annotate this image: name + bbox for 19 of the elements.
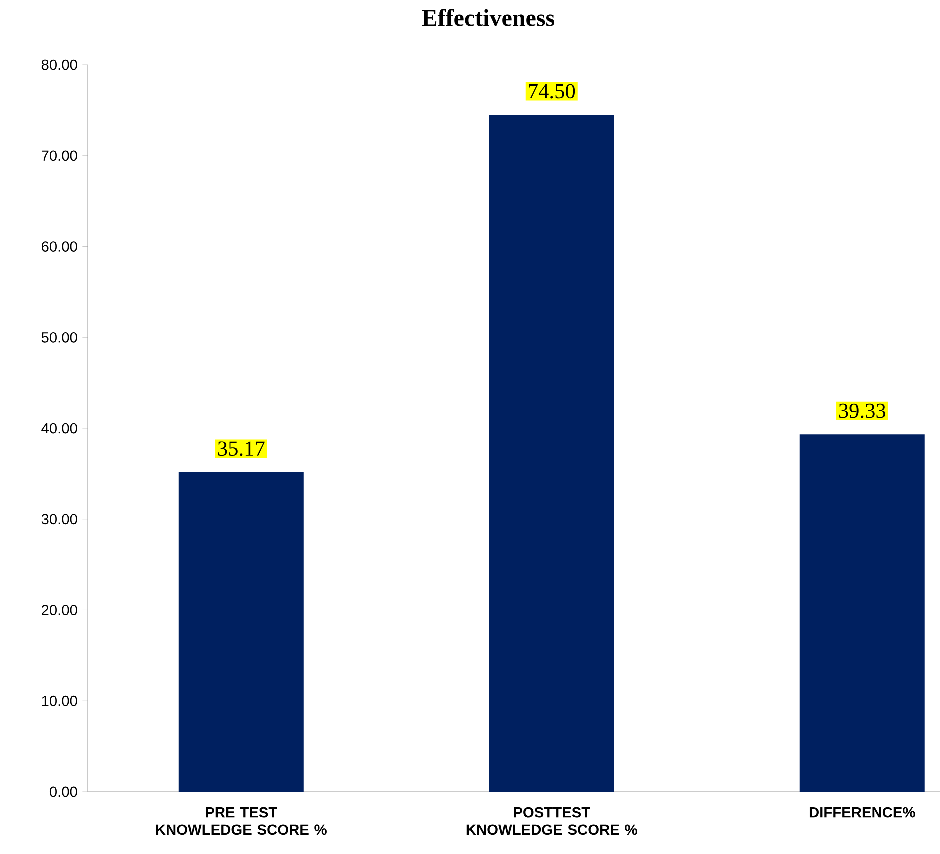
y-tick-label: 80.00	[42, 60, 78, 70]
data-label: 35.17	[218, 442, 265, 456]
y-tick-label: 20.00	[42, 605, 78, 616]
y-tick-label: 70.00	[42, 150, 78, 162]
bar	[489, 114, 614, 792]
y-tick-label: 40.00	[42, 423, 78, 434]
x-tick-label: DIFFERENCE%	[810, 807, 916, 818]
y-tick-label: 60.00	[42, 242, 78, 252]
bar	[800, 434, 925, 792]
data-label: 39.33	[839, 404, 886, 418]
y-tick-label: 10.00	[42, 696, 78, 706]
x-tick-label: PRE TEST KNOWLEDGE SCORE %	[156, 807, 327, 836]
bar	[178, 472, 304, 792]
x-tick-label: POSTTEST KNOWLEDGE SCORE %	[466, 807, 638, 836]
chart-title: Effectiveness	[422, 9, 555, 26]
y-tick-label: 50.00	[42, 332, 78, 343]
y-tick-label: 0.00	[50, 786, 78, 798]
data-label: 74.50	[529, 84, 576, 99]
y-tick-label: 30.00	[42, 514, 78, 525]
